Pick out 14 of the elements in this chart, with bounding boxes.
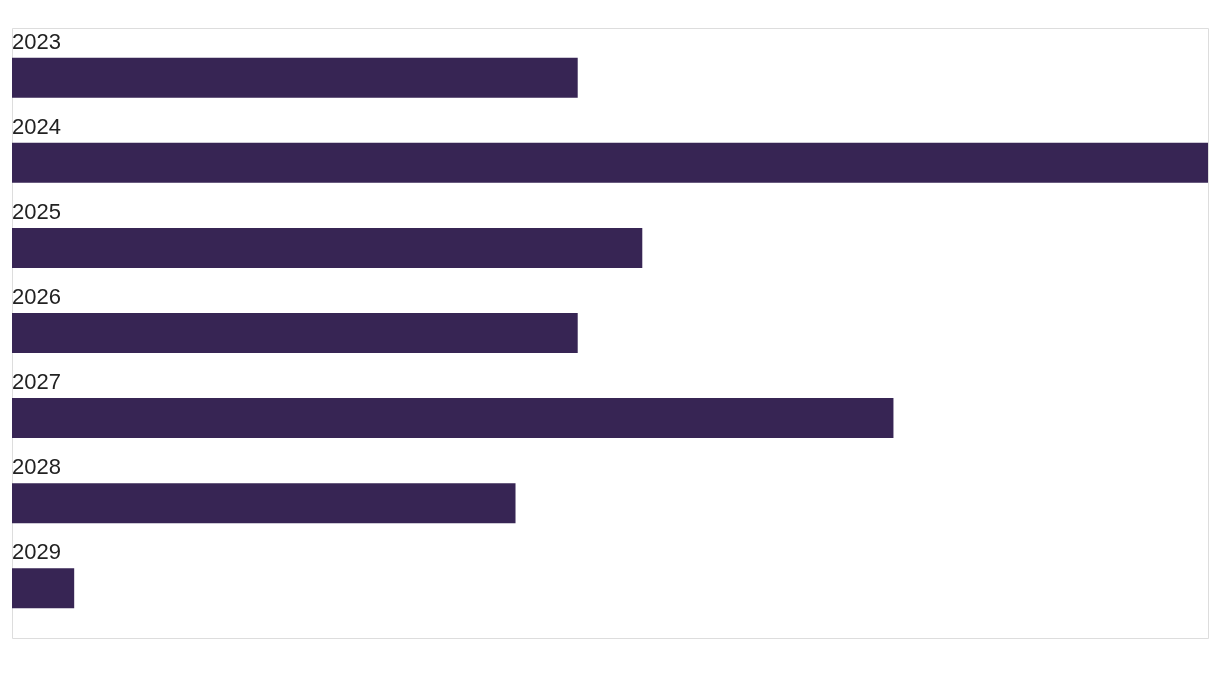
y-tick-label: 2029 — [12, 539, 61, 565]
bar — [12, 142, 1208, 183]
bar — [12, 313, 578, 353]
bar — [12, 483, 516, 524]
bar — [12, 568, 75, 609]
y-tick-label: 2027 — [12, 369, 61, 395]
y-tick-label: 2023 — [12, 28, 61, 54]
bar — [12, 398, 894, 439]
y-tick-label: 2028 — [12, 454, 61, 480]
y-tick-label: 2026 — [12, 284, 61, 309]
bar — [12, 57, 578, 98]
bar — [12, 227, 643, 268]
y-tick-label: 2025 — [12, 198, 61, 224]
y-tick-label: 2024 — [12, 113, 61, 139]
